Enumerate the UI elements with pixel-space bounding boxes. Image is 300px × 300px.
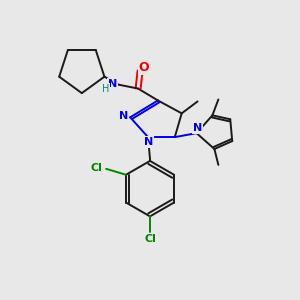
Text: Cl: Cl (90, 163, 102, 173)
Text: O: O (139, 61, 149, 74)
Text: Cl: Cl (144, 234, 156, 244)
Text: N: N (108, 79, 117, 88)
Text: N: N (193, 123, 202, 133)
Text: N: N (118, 111, 128, 121)
Text: N: N (144, 137, 154, 147)
Text: H: H (102, 84, 109, 94)
